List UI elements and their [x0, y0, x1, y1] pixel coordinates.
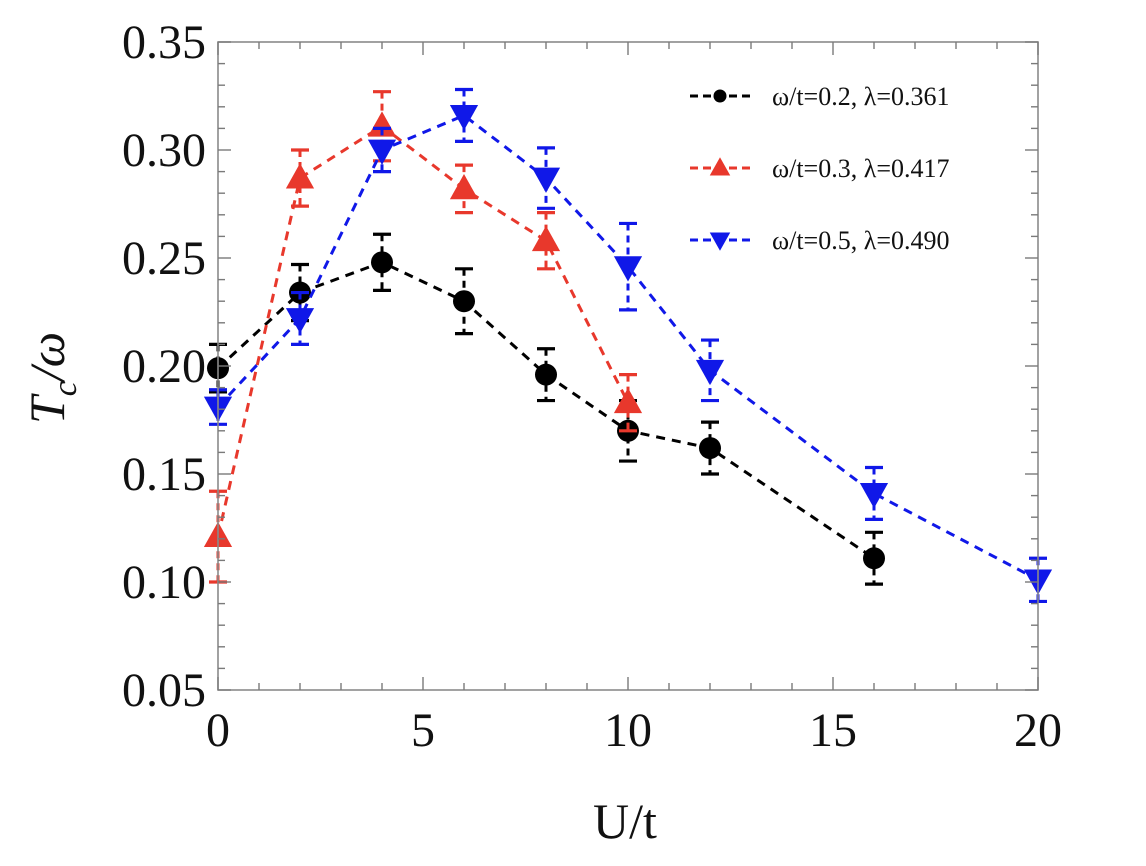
series-3	[203, 87, 1053, 604]
data-point	[285, 163, 315, 189]
x-tick-label: 15	[809, 704, 857, 757]
x-tick-label: 20	[1014, 704, 1062, 757]
series-layer	[203, 87, 1053, 604]
x-tick-label: 5	[411, 704, 435, 757]
data-point	[531, 225, 561, 252]
data-point	[695, 359, 725, 386]
x-tick-label: 0	[206, 704, 230, 757]
data-point	[449, 105, 479, 131]
legend-marker	[713, 89, 727, 103]
series-line	[216, 260, 875, 560]
data-point	[449, 174, 479, 200]
data-point	[699, 437, 721, 460]
y-tick-label: 0.25	[122, 232, 206, 285]
plot-frame	[217, 41, 1039, 691]
data-point	[859, 483, 889, 509]
legend-marker	[709, 232, 731, 251]
data-point	[285, 308, 315, 334]
legend: ω/t=0.2, λ=0.361 ω/t=0.3, λ=0.417 ω/t=0.5,…	[690, 82, 950, 255]
data-point	[613, 256, 643, 282]
data-point	[535, 363, 557, 386]
data-point	[863, 547, 885, 570]
data-point	[531, 167, 561, 193]
svg-text:Tc/ω: Tc/ω	[19, 332, 84, 424]
y-tick-label: 0.05	[122, 664, 206, 717]
tick-labels-layer: 0 5 10 15 20 0.05 0.10 0.15 0.20 0.25 0.30 0.35	[122, 16, 1062, 757]
y-axis-title-subscript: c	[47, 381, 84, 396]
legend-entry-3: ω/t=0.5, λ=0.490	[690, 226, 950, 255]
legend-label: ω/t=0.5, λ=0.490	[772, 226, 950, 255]
legend-marker	[709, 157, 731, 176]
y-tick-label: 0.30	[122, 124, 206, 177]
data-point	[453, 290, 475, 313]
y-axis-title-rest: /ω	[19, 332, 75, 384]
y-tick-label: 0.10	[122, 556, 206, 609]
data-point	[613, 387, 643, 414]
x-tick-label: 10	[604, 704, 652, 757]
data-point	[367, 139, 397, 165]
legend-entry-2: ω/t=0.3, λ=0.417	[690, 154, 950, 183]
series-1	[207, 232, 885, 586]
legend-label: ω/t=0.3, λ=0.417	[772, 154, 950, 183]
y-tick-label: 0.15	[122, 448, 206, 501]
ticks-layer	[217, 41, 1039, 691]
legend-entry-1: ω/t=0.2, λ=0.361	[690, 82, 950, 111]
data-point	[367, 111, 397, 137]
x-axis-title: U/t	[593, 793, 657, 849]
y-axis-title: Tc/ω	[19, 332, 84, 424]
legend-label: ω/t=0.2, λ=0.361	[772, 82, 950, 111]
data-point	[371, 251, 393, 274]
series-2	[203, 90, 643, 584]
y-axis-title-main: T	[19, 393, 75, 424]
series-line	[216, 124, 630, 537]
y-tick-label: 0.20	[122, 340, 206, 393]
series-line	[216, 113, 1039, 582]
y-tick-label: 0.35	[122, 16, 206, 69]
